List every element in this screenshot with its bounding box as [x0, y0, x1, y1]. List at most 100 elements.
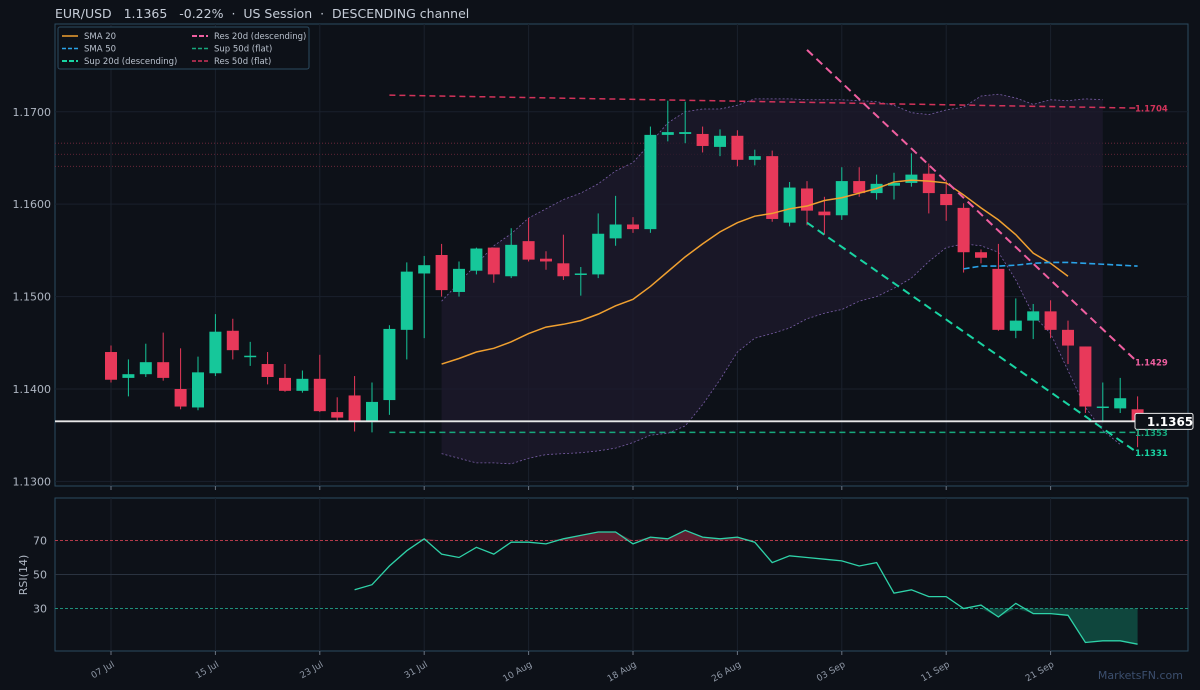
bollinger-band-fill — [441, 94, 1103, 464]
candle-body — [661, 132, 674, 135]
candle-body — [1027, 311, 1040, 321]
candle-body — [905, 174, 918, 183]
candle-body — [609, 224, 622, 239]
candle-body — [627, 224, 639, 230]
candle-body — [453, 268, 465, 292]
y-tick-label: 1.1600 — [13, 198, 52, 211]
sma20-line — [441, 179, 1069, 365]
legend-label-res20: Res 20d (descending) — [214, 32, 306, 42]
legend-label-sup50: Sup 50d (flat) — [214, 45, 272, 55]
candle-body — [139, 362, 152, 375]
x-tick-label: 10 Aug — [501, 660, 534, 685]
candle-body — [679, 132, 692, 134]
x-tick-label: 18 Aug — [606, 660, 639, 685]
candle-body — [435, 255, 448, 291]
y-tick-label: 1.1500 — [13, 291, 52, 304]
y-tick-label: 1.1400 — [13, 383, 52, 396]
candle-body — [522, 241, 535, 260]
legend-label-sma20: SMA 20 — [84, 32, 116, 42]
x-tick-label: 23 Jul — [299, 660, 326, 681]
candle-body — [592, 233, 605, 275]
candle-body — [731, 135, 744, 160]
candle-body — [644, 134, 657, 230]
candle-body — [331, 412, 344, 418]
candle-body — [192, 372, 204, 408]
x-tick-label: 03 Sep — [815, 660, 847, 684]
candle-body — [975, 252, 987, 258]
candle-body — [400, 271, 413, 330]
candle-body — [1044, 311, 1057, 330]
level-label-res50: 1.1704 — [1135, 105, 1168, 115]
candle-body — [470, 248, 483, 271]
chart-header: EUR/USD 1.1365 -0.22% · US Session · DES… — [55, 6, 469, 21]
candle-body — [226, 330, 239, 351]
candle-body — [1096, 406, 1109, 409]
price: 1.1365 — [123, 6, 168, 21]
candle-body — [244, 355, 257, 358]
candle-body — [296, 378, 309, 391]
x-tick-label: 26 Aug — [710, 660, 743, 685]
candle-body — [174, 388, 187, 407]
candle-body — [557, 263, 570, 277]
candle-body — [696, 133, 709, 146]
rsi-tick-label: 50 — [33, 569, 47, 582]
res20-line — [806, 49, 1139, 363]
x-tick-label: 31 Jul — [403, 660, 430, 681]
candle-body — [348, 395, 361, 422]
candle-body — [1079, 346, 1092, 407]
channel-label: DESCENDING channel — [332, 6, 470, 21]
candle-body — [992, 268, 1005, 330]
candle-body — [818, 211, 831, 216]
candle-body — [209, 331, 222, 374]
candle-body — [888, 182, 900, 186]
candle-body — [574, 273, 587, 275]
candle-body — [748, 156, 761, 160]
candle-body — [505, 244, 518, 277]
candle-body — [383, 328, 396, 401]
candle-body — [940, 194, 953, 206]
candle-body — [766, 156, 779, 219]
legend-label-sma50: SMA 50 — [84, 45, 116, 55]
sma50-line — [963, 261, 1138, 270]
level-label-sup20: 1.1331 — [1135, 449, 1168, 459]
candle-body — [157, 362, 170, 378]
rsi-oversold-fill — [354, 608, 1138, 645]
legend-box — [57, 26, 310, 70]
rsi-tick-label: 70 — [33, 535, 47, 548]
y-tick-label: 1.1700 — [13, 106, 52, 119]
x-tick-label: 07 Jul — [90, 660, 117, 681]
candle-body — [366, 401, 378, 422]
candle-body — [540, 258, 552, 262]
candle-body — [279, 377, 291, 391]
candle-body — [1009, 320, 1022, 331]
session: US Session — [243, 6, 313, 21]
candle-body — [418, 265, 431, 274]
last-price-label: 1.1365 — [1147, 415, 1193, 429]
x-tick-label: 15 Jul — [194, 660, 221, 681]
legend-label-sup20: Sup 20d (descending) — [84, 57, 177, 67]
rsi-tick-label: 30 — [33, 603, 47, 616]
y-tick-label: 1.1300 — [13, 475, 52, 488]
bollinger-upper-line — [441, 93, 1103, 302]
candle-body — [714, 135, 726, 147]
candle-body — [922, 173, 935, 194]
candle-body — [1114, 398, 1127, 409]
last-price-box — [1134, 412, 1194, 430]
candle-body — [957, 207, 970, 253]
bollinger-lower-line — [441, 243, 1121, 465]
price-panel: 1.1300 1.1400 1.1500 1.1600 1.1700 1.1365 1.17… — [13, 23, 1194, 488]
candle-body — [261, 364, 274, 377]
separator: · — [320, 6, 325, 21]
candle-body — [105, 352, 117, 380]
candle-body — [1062, 329, 1074, 346]
candle-body — [313, 378, 326, 412]
rsi-line — [354, 529, 1138, 645]
x-tick-label: 21 Sep — [1024, 660, 1056, 684]
separator: · — [231, 6, 236, 21]
legend-label-res50: Res 50d (flat) — [214, 57, 271, 67]
level-label-sup50: 1.1353 — [1135, 429, 1168, 439]
rsi-axis-label: RSI(14) — [17, 555, 30, 595]
level-label-res20: 1.1429 — [1135, 359, 1168, 369]
